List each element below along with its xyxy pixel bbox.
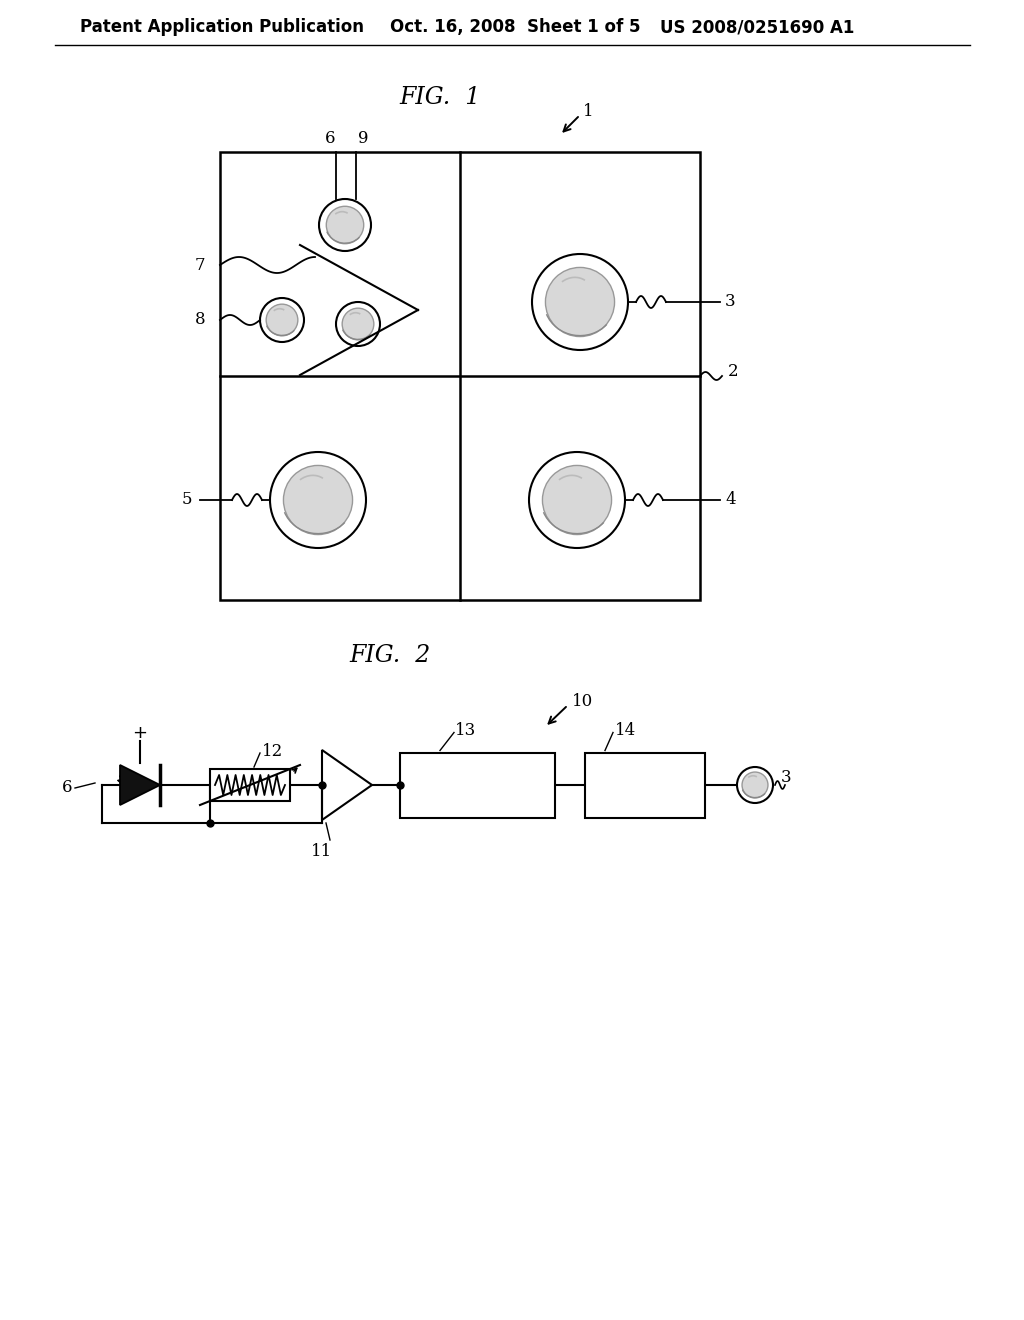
Text: 2: 2 <box>728 363 738 380</box>
Text: 4: 4 <box>725 491 735 508</box>
Text: Oct. 16, 2008  Sheet 1 of 5: Oct. 16, 2008 Sheet 1 of 5 <box>390 18 640 36</box>
Text: 8: 8 <box>195 312 205 329</box>
Text: 1: 1 <box>583 103 594 120</box>
Bar <box>400 752 555 817</box>
Text: 12: 12 <box>262 742 284 759</box>
Text: ANALOG-TO-DIGITAL: ANALOG-TO-DIGITAL <box>408 768 548 781</box>
Circle shape <box>266 304 298 335</box>
Bar <box>585 752 705 817</box>
Circle shape <box>336 302 380 346</box>
Bar <box>210 770 290 801</box>
Circle shape <box>737 767 773 803</box>
Text: 6: 6 <box>325 129 335 147</box>
Text: 11: 11 <box>311 843 333 861</box>
Text: CONVERTER: CONVERTER <box>435 788 519 801</box>
Text: FIG.  2: FIG. 2 <box>349 644 431 667</box>
Text: DEVICE: DEVICE <box>620 788 671 801</box>
Text: CONTROL: CONTROL <box>611 768 679 781</box>
Text: FIG.  1: FIG. 1 <box>399 87 480 110</box>
Text: 13: 13 <box>455 722 476 739</box>
Text: US 2008/0251690 A1: US 2008/0251690 A1 <box>660 18 854 36</box>
Polygon shape <box>120 766 160 805</box>
Text: 3: 3 <box>781 768 792 785</box>
Text: 9: 9 <box>358 129 369 147</box>
Circle shape <box>529 451 625 548</box>
Circle shape <box>270 451 366 548</box>
Text: Patent Application Publication: Patent Application Publication <box>80 18 364 36</box>
Circle shape <box>543 466 611 535</box>
Text: 14: 14 <box>615 722 636 739</box>
Bar <box>220 152 700 601</box>
Circle shape <box>546 268 614 337</box>
Text: 5: 5 <box>181 491 193 508</box>
Circle shape <box>260 298 304 342</box>
Text: +: + <box>132 723 147 742</box>
Circle shape <box>284 466 352 535</box>
Text: 3: 3 <box>725 293 735 310</box>
Circle shape <box>742 772 768 799</box>
Text: 6: 6 <box>61 780 72 796</box>
Text: 7: 7 <box>195 256 205 273</box>
Text: 10: 10 <box>572 693 593 710</box>
Circle shape <box>342 308 374 339</box>
Circle shape <box>532 253 628 350</box>
Circle shape <box>327 206 364 244</box>
Circle shape <box>319 199 371 251</box>
